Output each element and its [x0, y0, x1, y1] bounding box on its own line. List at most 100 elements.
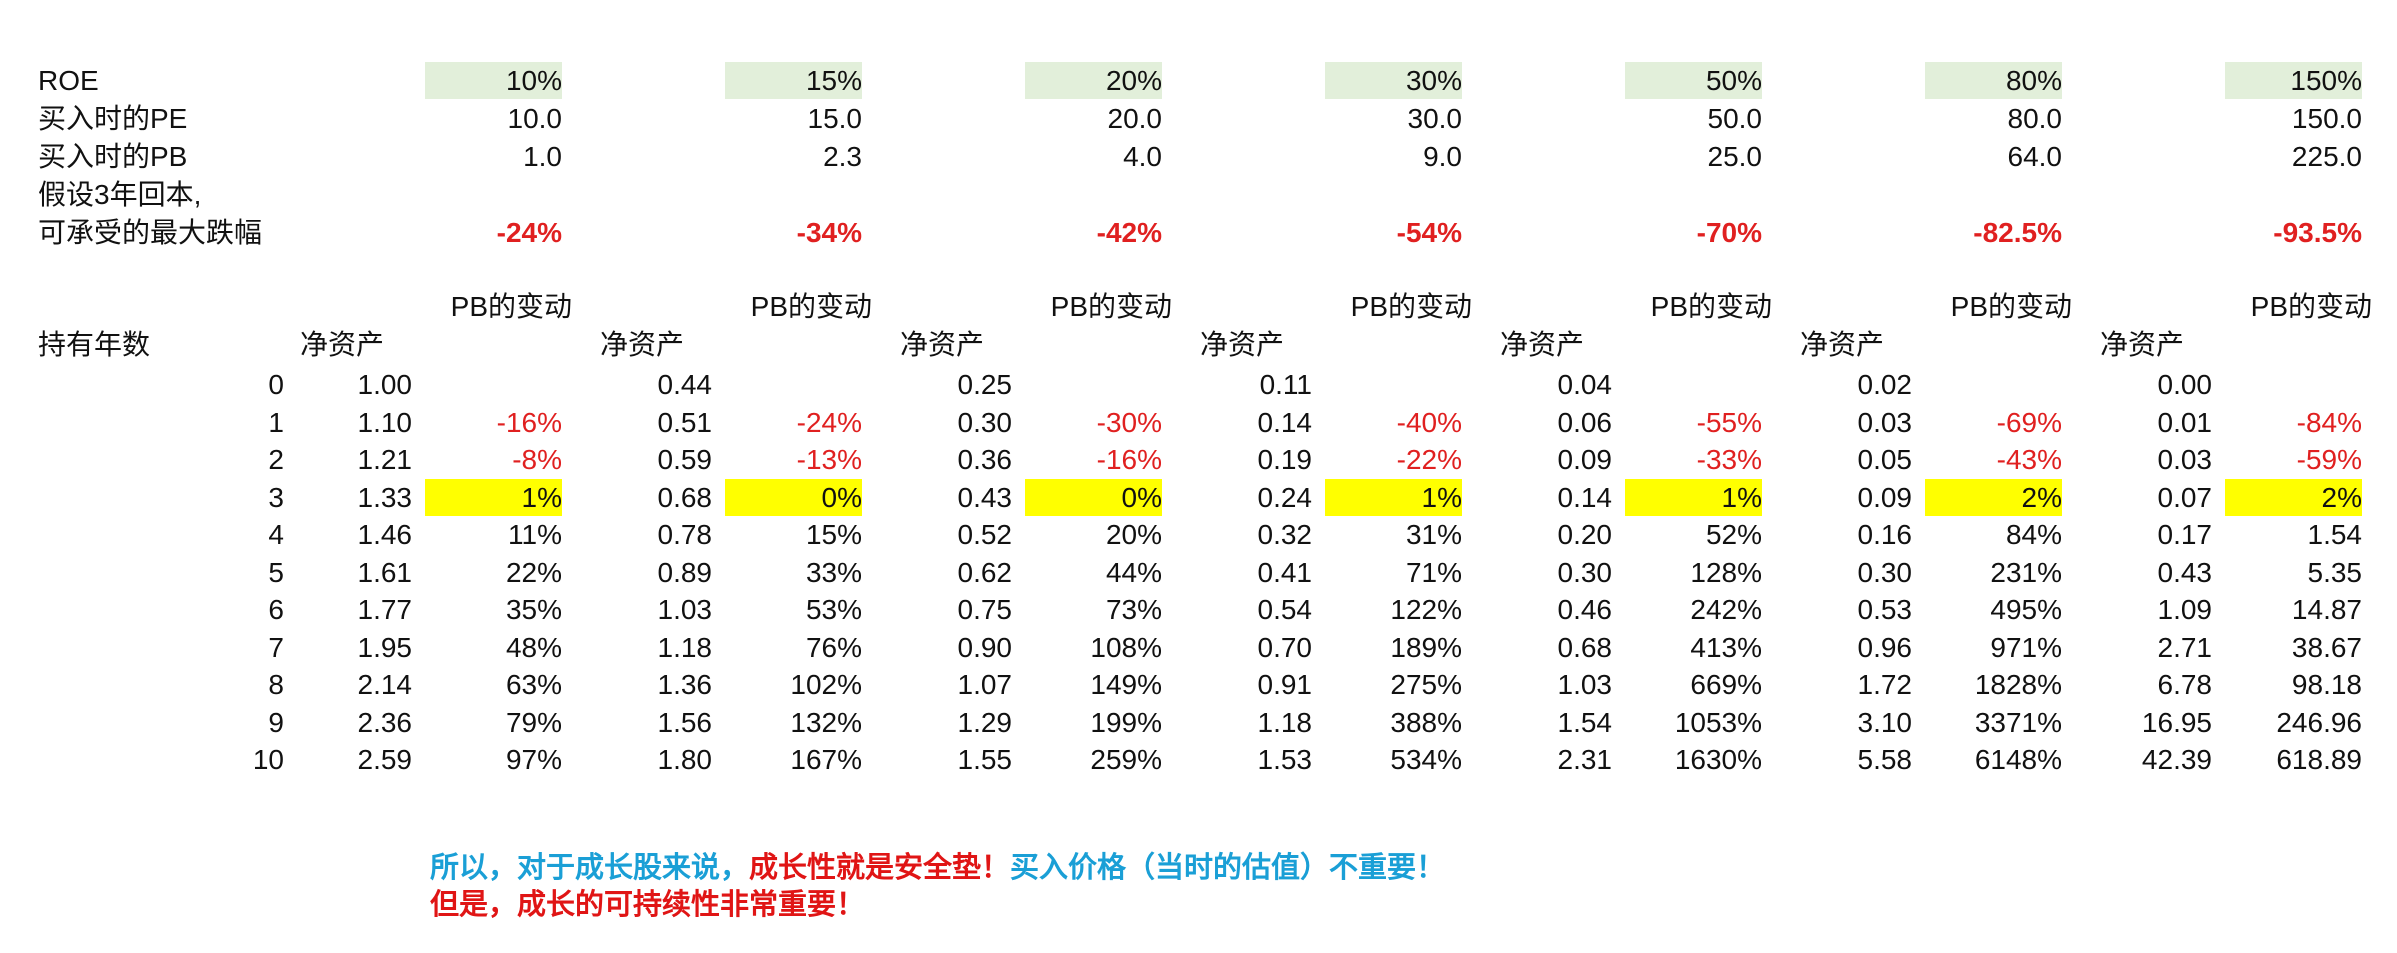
pb-change-cell: 199% — [1090, 706, 1162, 738]
pb-change-header: PB的变动 — [1950, 291, 2072, 322]
note-text-part2: 成长性就是安全垫！ — [749, 852, 1011, 884]
pb-change-header: PB的变动 — [450, 291, 572, 322]
net-assets-cell: 1.46 — [357, 519, 413, 550]
pb-change-cell: 48% — [505, 631, 562, 663]
note-text-part1: 所以，对于成长股来说， — [430, 852, 750, 884]
label-pb: 买入时的PB — [38, 141, 188, 172]
net-assets-cell: 0.30 — [1857, 556, 1913, 588]
pb-change-cell: 15% — [805, 519, 862, 550]
pe-value: 150.0 — [2291, 103, 2362, 134]
pe-value: 80.0 — [2007, 103, 2063, 134]
pb-change-cell: 33% — [805, 556, 862, 588]
max-drop-value: -93.5% — [2273, 217, 2362, 248]
net-assets-cell: 0.14 — [1257, 406, 1313, 438]
net-assets-cell: 0.07 — [2157, 481, 2213, 513]
year-cell: 2 — [268, 444, 284, 475]
net-assets-cell: 0.44 — [657, 369, 713, 400]
net-assets-cell: 1.61 — [357, 556, 413, 588]
year-cell: 0 — [268, 369, 284, 400]
net-assets-cell: 1.07 — [957, 669, 1013, 700]
pe-value: 30.0 — [1407, 103, 1463, 134]
pb-change-cell — [1625, 366, 1762, 403]
net-assets-cell: 1.33 — [357, 481, 413, 513]
net-assets-cell: 0.68 — [1557, 631, 1613, 663]
net-assets-cell: 0.17 — [2157, 519, 2213, 550]
pb-change-cell: 388% — [1390, 706, 1462, 738]
net-assets-cell: 0.53 — [1857, 594, 1913, 625]
max-drop-value: -70% — [1696, 217, 1762, 248]
pb-change-cell: 1.54 — [2307, 519, 2363, 550]
net-assets-cell: 1.03 — [657, 594, 713, 625]
net-assets-cell: 16.95 — [2141, 706, 2212, 738]
pb-change-cell: 0% — [1025, 478, 1162, 516]
pb-change-cell: 22% — [505, 556, 562, 588]
pb-value: 2.3 — [823, 141, 862, 172]
pb-change-cell: 63% — [505, 669, 562, 700]
net-assets-cell: 1.56 — [657, 706, 713, 738]
pb-value: 64.0 — [2007, 141, 2063, 172]
net-assets-cell: 1.00 — [357, 369, 413, 400]
pb-change-cell: 31% — [1405, 519, 1462, 550]
max-drop-value: -24% — [496, 217, 562, 248]
pb-change-cell: 534% — [1390, 744, 1462, 775]
net-assets-header: 净资产 — [600, 329, 685, 360]
pb-change-cell: 84% — [2005, 519, 2062, 550]
year-cell: 1 — [268, 406, 284, 438]
note-line-1: 所以，对于成长股来说，成长性就是安全垫！买入价格（当时的估值）不重要！ — [430, 850, 1445, 887]
pb-value: 4.0 — [1123, 141, 1162, 172]
pb-change-cell — [725, 366, 862, 403]
pb-change-cell: 97% — [505, 744, 562, 775]
net-assets-cell: 6.78 — [2157, 669, 2213, 700]
pe-value: 10.0 — [507, 103, 563, 134]
max-drop-value: -42% — [1096, 217, 1162, 248]
pb-change-cell: 122% — [1390, 594, 1462, 625]
year-cell: 6 — [268, 594, 284, 625]
pb-value: 9.0 — [1423, 141, 1462, 172]
pb-change-cell: 5.35 — [2307, 556, 2363, 588]
net-assets-cell: 0.54 — [1257, 594, 1313, 625]
net-assets-cell: 0.96 — [1857, 631, 1913, 663]
pb-value: 225.0 — [2291, 141, 2362, 172]
roe-value: 50% — [1625, 62, 1762, 99]
pb-change-cell — [2225, 366, 2362, 403]
pb-change-cell: 102% — [790, 669, 862, 700]
max-drop-value: -54% — [1396, 217, 1462, 248]
net-assets-cell: 0.20 — [1557, 519, 1613, 550]
roe-value: 150% — [2225, 62, 2362, 99]
pb-change-cell: -22% — [1396, 444, 1462, 475]
pb-change-cell: 618.89 — [2276, 744, 2362, 775]
net-assets-header: 净资产 — [1500, 329, 1585, 360]
pb-change-cell: 98.18 — [2291, 669, 2362, 700]
year-cell: 7 — [268, 631, 284, 663]
pb-change-cell: 1% — [1625, 478, 1762, 516]
roe-value: 10% — [425, 62, 562, 99]
pb-change-cell: -43% — [1996, 444, 2062, 475]
pb-change-cell: 128% — [1690, 556, 1762, 588]
net-assets-cell: 0.05 — [1857, 444, 1913, 475]
net-assets-cell: 0.32 — [1257, 519, 1313, 550]
net-assets-cell: 0.30 — [1557, 556, 1613, 588]
pb-change-cell: -16% — [1096, 444, 1162, 475]
pb-change-header: PB的变动 — [1050, 291, 1172, 322]
net-assets-header: 净资产 — [2100, 329, 2185, 360]
pb-change-cell: -30% — [1096, 406, 1162, 438]
net-assets-cell: 1.36 — [657, 669, 713, 700]
net-assets-cell: 0.16 — [1857, 519, 1913, 550]
net-assets-cell: 0.03 — [2157, 444, 2213, 475]
year-cell: 3 — [268, 481, 284, 513]
roe-value: 80% — [1925, 62, 2062, 99]
net-assets-header: 净资产 — [1200, 329, 1285, 360]
pb-change-cell: 413% — [1690, 631, 1762, 663]
net-assets-cell: 42.39 — [2141, 744, 2212, 775]
net-assets-cell: 0.14 — [1557, 481, 1613, 513]
net-assets-cell: 1.21 — [357, 444, 413, 475]
label-roe: ROE — [38, 65, 99, 96]
net-assets-cell: 0.90 — [957, 631, 1013, 663]
net-assets-cell: 0.91 — [1257, 669, 1313, 700]
net-assets-cell: 0.68 — [657, 481, 713, 513]
net-assets-header: 净资产 — [900, 329, 985, 360]
pb-change-cell — [1325, 366, 1462, 403]
year-cell: 5 — [268, 556, 284, 588]
pb-change-cell: 2% — [2225, 478, 2362, 516]
net-assets-header: 净资产 — [300, 329, 385, 360]
